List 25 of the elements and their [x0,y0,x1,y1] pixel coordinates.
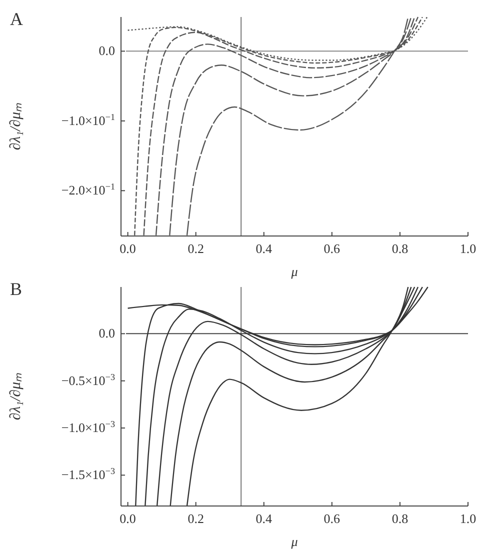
x-tick-label: 0.8 [392,241,408,256]
y-tick-label: −0.5×10$^{−3}$ [61,372,116,388]
chart-title: B [10,279,22,299]
x-tick-label: 0.4 [256,511,273,526]
y-tick-label: −1.0×10$^{−3}$ [61,419,116,435]
x-tick-label: 0.2 [188,511,204,526]
chart-title: A [10,9,23,29]
x-tick-label: 0.0 [120,241,136,256]
x-axis-title: μ [290,264,298,279]
x-tick-label: 0.0 [120,511,136,526]
x-axis-title: μ [290,534,298,549]
x-tick-label: 0.4 [256,241,273,256]
y-tick-label: 0.0 [98,43,115,58]
y-tick-label: 0.0 [98,326,115,341]
y-tick-label: −1.5×10$^{−3}$ [61,466,116,482]
x-tick-label: 0.6 [324,241,341,256]
x-tick-label: 0.8 [392,511,408,526]
x-tick-label: 1.0 [460,511,476,526]
x-tick-label: 0.6 [324,511,341,526]
x-tick-label: 0.2 [188,241,204,256]
y-tick-label: −1.0×10$^{−1}$ [61,112,115,128]
y-axis-title: ∂λ₁/∂μₘ [8,372,24,420]
y-tick-label: −2.0×10$^{−1}$ [61,182,115,198]
x-tick-label: 1.0 [460,241,476,256]
y-axis-title: ∂λ₁/∂μₘ [8,102,24,150]
